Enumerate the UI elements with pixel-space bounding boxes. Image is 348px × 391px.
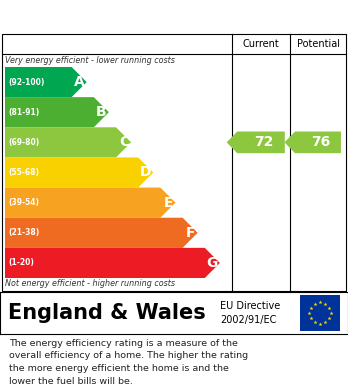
Text: (1-20): (1-20): [8, 258, 34, 267]
Text: Energy Efficiency Rating: Energy Efficiency Rating: [9, 7, 238, 25]
Text: F: F: [186, 226, 196, 240]
Text: Not energy efficient - higher running costs: Not energy efficient - higher running co…: [5, 279, 175, 288]
Text: D: D: [140, 165, 151, 179]
Text: (21-38): (21-38): [8, 228, 39, 237]
Polygon shape: [5, 97, 109, 127]
Text: (55-68): (55-68): [8, 168, 39, 177]
Polygon shape: [5, 127, 131, 158]
Text: 72: 72: [254, 135, 274, 149]
Polygon shape: [5, 158, 153, 188]
Text: B: B: [96, 105, 107, 119]
Text: (92-100): (92-100): [8, 77, 45, 86]
Text: England & Wales: England & Wales: [8, 303, 206, 323]
Text: A: A: [74, 75, 85, 89]
Polygon shape: [5, 248, 220, 278]
Text: 76: 76: [311, 135, 331, 149]
Text: Potential: Potential: [296, 39, 340, 49]
Polygon shape: [5, 218, 198, 248]
Text: Current: Current: [243, 39, 279, 49]
Text: The energy efficiency rating is a measure of the
overall efficiency of a home. T: The energy efficiency rating is a measur…: [9, 339, 248, 386]
Text: G: G: [206, 256, 218, 270]
Polygon shape: [285, 131, 341, 153]
Text: E: E: [164, 196, 173, 210]
Text: Very energy efficient - lower running costs: Very energy efficient - lower running co…: [5, 56, 175, 65]
Text: C: C: [119, 135, 129, 149]
Polygon shape: [5, 188, 175, 218]
Bar: [300, 295, 340, 331]
Polygon shape: [5, 67, 87, 97]
Text: (69-80): (69-80): [8, 138, 39, 147]
Text: EU Directive
2002/91/EC: EU Directive 2002/91/EC: [220, 301, 280, 325]
Text: (39-54): (39-54): [8, 198, 39, 207]
Text: (81-91): (81-91): [8, 108, 39, 117]
Polygon shape: [227, 131, 285, 153]
